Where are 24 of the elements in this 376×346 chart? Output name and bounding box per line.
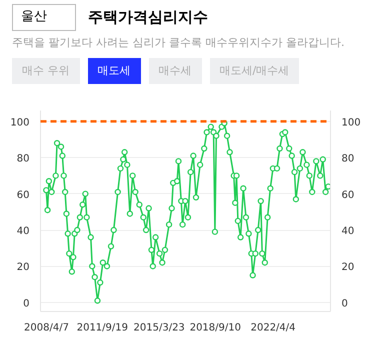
text: 매수세 <box>148 58 202 84</box>
y-tick-label: 80 <box>16 154 30 165</box>
x-tick-label: 2015/3/23 <box>134 322 185 334</box>
y-tick-label: 20 <box>16 262 30 274</box>
chart-title: 주택가격심리지수 <box>88 6 208 28</box>
text: 매도세 <box>88 58 140 84</box>
x-tick-label: 2018/9/10 <box>190 322 241 334</box>
text: 매도세/매수세 <box>210 58 300 84</box>
y2-tick-label: 0 <box>342 298 348 310</box>
y2-tick-label: 40 <box>342 226 354 238</box>
x-tick-label: 2022/4/4 <box>250 322 296 334</box>
y2-tick-label: 20 <box>342 262 354 274</box>
text: 매수 우위 <box>12 58 80 84</box>
y-tick-label: 40 <box>16 226 30 238</box>
y2-tick-label: 60 <box>342 190 354 201</box>
x-tick-label: 2008/4/7 <box>24 322 69 334</box>
text: 울산 <box>12 4 76 31</box>
y-tick-label: 60 <box>16 190 30 201</box>
y-tick-label: 100 <box>10 117 30 128</box>
x-tick-label: 2011/9/19 <box>76 322 128 334</box>
y2-tick-label: 100 <box>342 117 361 128</box>
chart-subtitle: 주택을 팔기보다 사려는 심리가 클수록 매수우위지수가 올라갑니다. <box>12 34 346 50</box>
y-tick-label: 0 <box>23 298 30 310</box>
y2-tick-label: 80 <box>342 154 354 165</box>
